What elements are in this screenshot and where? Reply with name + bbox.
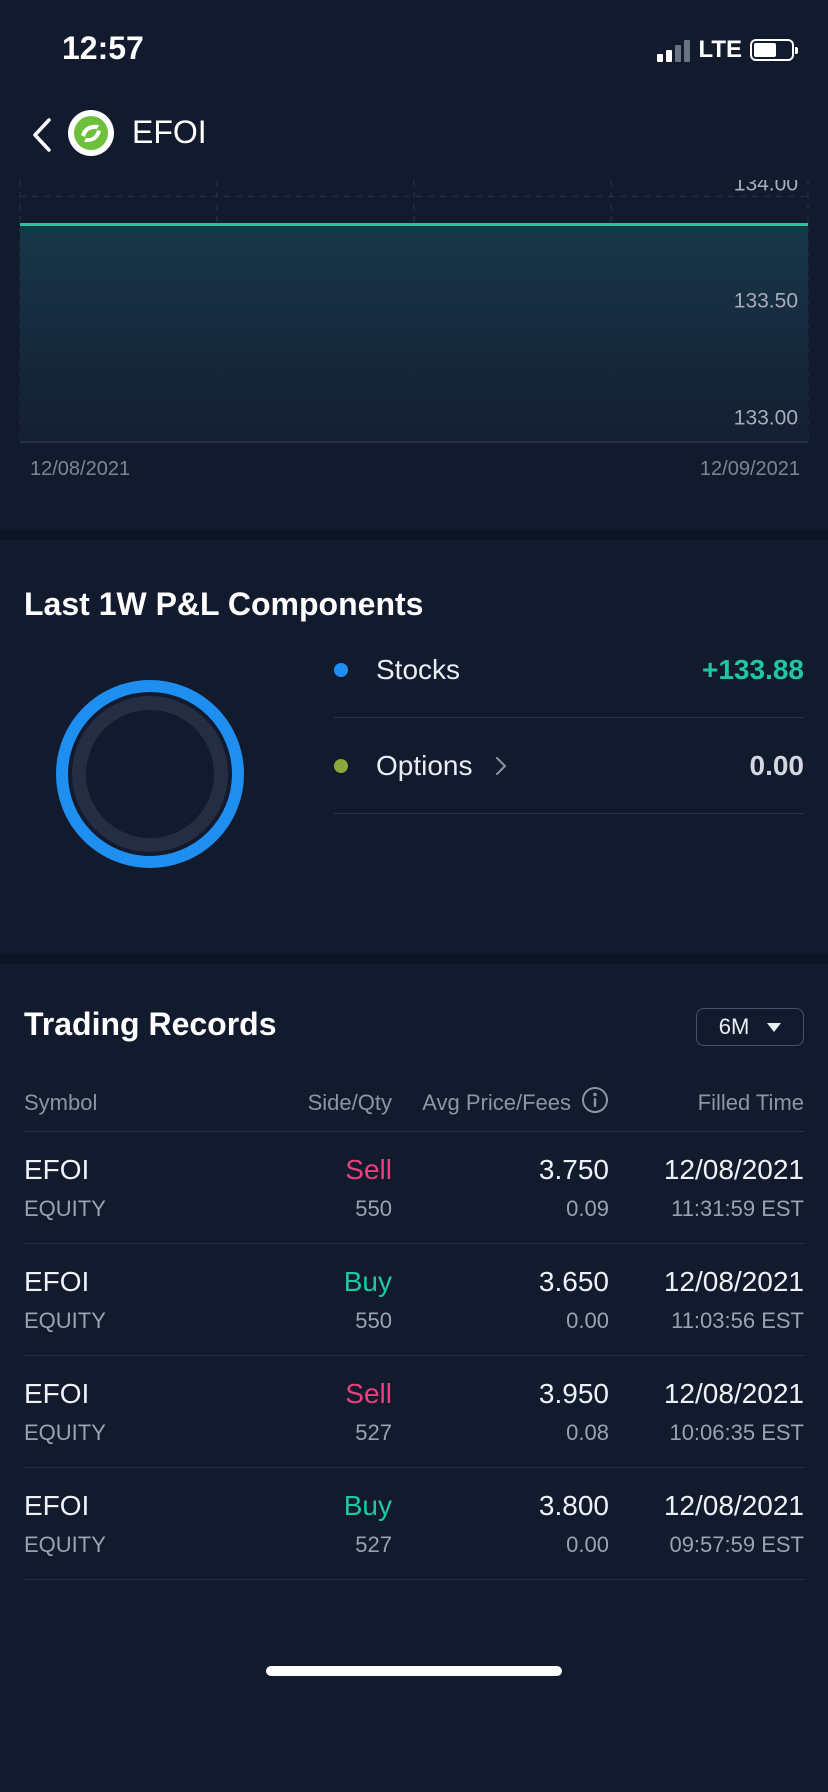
- row-symbol: EFOI: [24, 1266, 90, 1297]
- row-qty: 527: [355, 1532, 392, 1557]
- y-tick-label: 134.00: [734, 180, 798, 195]
- row-type: EQUITY: [24, 1196, 106, 1221]
- row-type: EQUITY: [24, 1532, 106, 1557]
- header-avg-fees: Avg Price/Fees: [422, 1090, 571, 1115]
- row-fees: 0.09: [566, 1196, 609, 1221]
- pl-options-label: Options: [376, 749, 473, 781]
- info-icon[interactable]: [581, 1086, 609, 1114]
- battery-icon: [750, 39, 798, 61]
- period-value: 6M: [718, 1014, 750, 1039]
- row-qty: 550: [355, 1308, 392, 1333]
- row-date: 12/08/2021: [663, 1266, 804, 1297]
- table-header: Symbol Side/Qty Avg Price/Fees Filled Ti…: [24, 1068, 804, 1132]
- trading-records-section: Trading Records 6M Symbol Side/Qty Avg P…: [0, 964, 828, 1604]
- row-fees: 0.08: [566, 1420, 609, 1445]
- x-tick-label: 12/08/2021: [30, 458, 130, 480]
- signal-icon: [657, 38, 691, 62]
- row-side: Buy: [343, 1490, 392, 1521]
- row-type: EQUITY: [24, 1308, 106, 1333]
- status-icons: LTE: [657, 36, 798, 64]
- y-tick-label: 133.50: [734, 289, 798, 312]
- row-date: 12/08/2021: [663, 1490, 804, 1521]
- trading-title: Trading Records: [24, 1006, 277, 1042]
- row-price: 3.750: [538, 1154, 609, 1185]
- row-qty: 550: [355, 1196, 392, 1221]
- pl-stocks-value: +133.88: [702, 653, 804, 685]
- header-filled-time: Filled Time: [697, 1090, 804, 1115]
- chart-canvas: 134.00 133.50 133.00 12/08/2021 12/09/2021: [19, 180, 809, 480]
- row-date: 12/08/2021: [663, 1154, 804, 1185]
- stocks-dot-icon: [334, 662, 348, 677]
- row-symbol: EFOI: [24, 1378, 90, 1409]
- table-row[interactable]: EFOI EQUITY Buy 527 3.800 0.00 12/08/2021 09:57…: [24, 1468, 804, 1580]
- page-title: EFOI: [132, 114, 207, 150]
- pl-row-stocks: Stocks +133.88: [334, 622, 804, 718]
- table-row[interactable]: EFOI EQUITY Buy 550 3.650 0.00 12/08/2021 11:03…: [24, 1244, 804, 1356]
- pl-options-value: 0.00: [749, 749, 805, 781]
- network-label: LTE: [698, 36, 742, 63]
- chevron-left-icon: [33, 118, 51, 152]
- price-chart: 134.00 133.50 133.00 12/08/2021 12/09/2021: [0, 180, 828, 530]
- section-divider: [0, 954, 828, 964]
- pl-title: Last 1W P&L Components: [24, 586, 424, 622]
- row-qty: 527: [355, 1420, 392, 1445]
- status-bar: 12:57 LTE: [0, 0, 828, 100]
- pl-row-options[interactable]: Options 0.00: [334, 718, 804, 814]
- row-type: EQUITY: [24, 1420, 106, 1445]
- pl-donut-chart[interactable]: [52, 676, 248, 872]
- row-side: Buy: [343, 1266, 392, 1297]
- section-divider: [0, 530, 828, 540]
- row-symbol: EFOI: [24, 1490, 90, 1521]
- row-time: 11:03:56 EST: [671, 1308, 804, 1333]
- y-tick-label: 133.00: [734, 406, 798, 429]
- home-indicator: [266, 1666, 562, 1676]
- row-price: 3.800: [538, 1490, 609, 1521]
- pl-stocks-label: Stocks: [376, 653, 461, 685]
- row-price: 3.950: [538, 1378, 609, 1409]
- row-side: Sell: [345, 1378, 392, 1409]
- row-fees: 0.00: [566, 1308, 609, 1333]
- row-fees: 0.00: [566, 1532, 609, 1557]
- header-symbol: Symbol: [24, 1090, 98, 1115]
- x-tick-label: 12/09/2021: [700, 458, 800, 480]
- nav-bar: EFOI: [0, 100, 828, 186]
- row-date: 12/08/2021: [663, 1378, 804, 1409]
- row-side: Sell: [345, 1154, 392, 1185]
- row-time: 10:06:35 EST: [669, 1420, 804, 1445]
- back-button[interactable]: [22, 110, 62, 160]
- row-symbol: EFOI: [24, 1154, 90, 1185]
- caret-down-icon: [767, 1022, 782, 1032]
- header-side-qty: Side/Qty: [307, 1090, 392, 1115]
- chart-area: [20, 224, 808, 442]
- pl-components-section: Last 1W P&L Components Stocks +133.88 Op…: [0, 540, 828, 954]
- company-logo-icon: [68, 110, 114, 156]
- options-dot-icon: [334, 758, 348, 773]
- chevron-right-icon: [495, 756, 507, 776]
- period-dropdown[interactable]: 6M: [696, 1008, 804, 1046]
- table-row[interactable]: EFOI EQUITY Sell 550 3.750 0.09 12/08/2021 11:3…: [24, 1132, 804, 1244]
- row-time: 11:31:59 EST: [671, 1196, 804, 1221]
- table-row[interactable]: EFOI EQUITY Sell 527 3.950 0.08 12/08/2021 10:0…: [24, 1356, 804, 1468]
- row-time: 09:57:59 EST: [669, 1532, 804, 1557]
- status-time: 12:57: [62, 30, 144, 66]
- row-price: 3.650: [538, 1266, 609, 1297]
